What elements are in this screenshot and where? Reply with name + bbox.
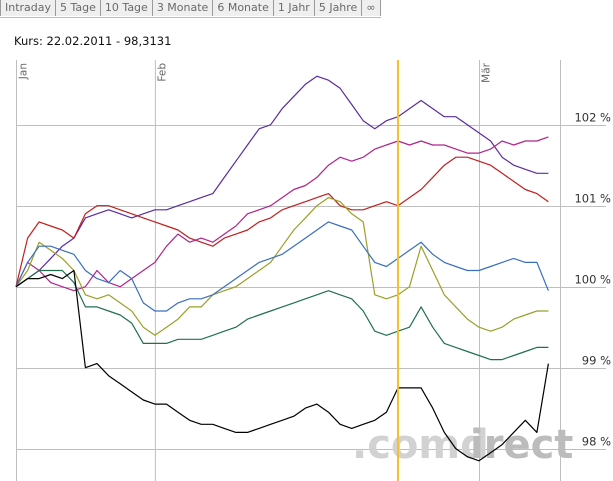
x-tick-label-0: Jan xyxy=(18,63,30,80)
tab-2[interactable]: 10 Tage xyxy=(100,0,153,16)
y-tick-label-2: 100 % xyxy=(574,273,611,287)
y-tick-label-0: 98 % xyxy=(582,435,611,449)
x-tick-label-1: Feb xyxy=(156,63,168,82)
y-tick-label-1: 99 % xyxy=(582,354,611,368)
watermark-part1: .comd xyxy=(352,422,489,468)
y-axis-ticks: 98 % 99 % 100 % 101 % 102 % xyxy=(574,111,611,449)
series-line-1 xyxy=(15,156,549,287)
watermark-part2: irect xyxy=(470,422,573,468)
y-tick-label-3: 101 % xyxy=(574,192,611,206)
x-tick-label-2: Mär xyxy=(480,62,492,82)
chart-grid xyxy=(16,60,606,481)
quote-separator: - xyxy=(116,34,121,48)
tab-7[interactable]: ∞ xyxy=(362,0,381,16)
tab-5[interactable]: 1 Jahr xyxy=(273,0,315,16)
quote-label: Kurs: xyxy=(14,34,43,48)
quote-line: Kurs: 22.02.2011 - 98,3131 xyxy=(14,34,171,48)
y-tick-label-4: 102 % xyxy=(574,111,611,125)
series-line-2 xyxy=(15,136,549,292)
series-line-4 xyxy=(15,221,549,312)
tab-3[interactable]: 3 Monate xyxy=(152,0,214,16)
quote-date: 22.02.2011 xyxy=(46,34,113,48)
time-range-tabs: Intraday 5 Tage 10 Tage 3 Monate 6 Monate 1 J… xyxy=(0,0,381,18)
quote-value: 98,3131 xyxy=(123,34,172,48)
tab-6[interactable]: 5 Jahre xyxy=(314,0,363,16)
series-line-6 xyxy=(15,269,549,462)
x-axis-ticks: Jan Feb Mär xyxy=(18,62,493,82)
tab-0[interactable]: Intraday xyxy=(0,0,57,16)
series-line-0 xyxy=(15,75,549,288)
series-line-3 xyxy=(15,197,549,336)
tab-4[interactable]: 6 Monate xyxy=(213,0,274,16)
chart-series xyxy=(15,75,549,462)
series-line-5 xyxy=(15,269,549,361)
tab-1[interactable]: 5 Tage xyxy=(56,0,101,16)
comdirect-watermark: .comd irect xyxy=(352,422,573,468)
